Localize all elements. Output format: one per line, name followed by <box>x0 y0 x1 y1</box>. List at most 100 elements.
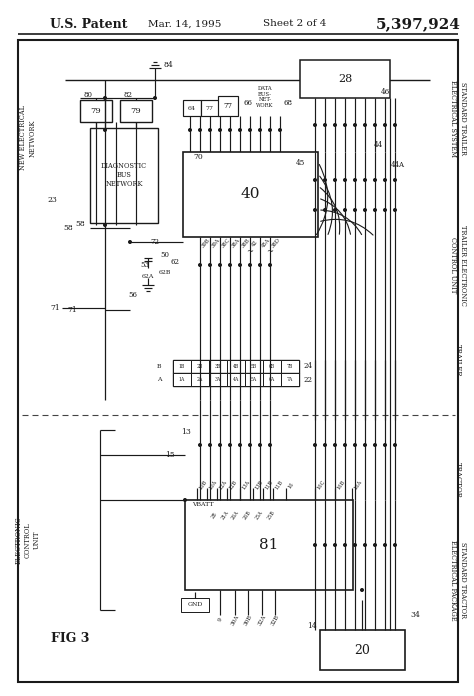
Text: 70: 70 <box>193 153 203 161</box>
Circle shape <box>334 179 336 181</box>
Text: 71: 71 <box>67 306 77 314</box>
Bar <box>120 100 152 122</box>
Text: 77: 77 <box>224 102 233 110</box>
Circle shape <box>324 444 326 446</box>
Circle shape <box>199 444 201 446</box>
Bar <box>281 373 299 386</box>
Text: VBATT: VBATT <box>192 503 213 507</box>
Circle shape <box>354 544 356 546</box>
Circle shape <box>228 264 231 267</box>
Circle shape <box>364 124 366 126</box>
Text: 15: 15 <box>165 451 175 459</box>
Text: 68: 68 <box>283 99 292 107</box>
Text: 50: 50 <box>161 251 170 259</box>
Bar <box>227 373 245 386</box>
Text: ELECTRONIC
CONTROL
UNIT: ELECTRONIC CONTROL UNIT <box>15 516 41 564</box>
Text: 25B: 25B <box>266 509 276 521</box>
Circle shape <box>314 444 316 446</box>
Circle shape <box>259 129 261 132</box>
Circle shape <box>344 444 346 446</box>
Text: 38C: 38C <box>221 237 232 248</box>
Text: 38A: 38A <box>231 237 242 248</box>
Circle shape <box>219 129 221 132</box>
Text: 38B: 38B <box>241 237 252 248</box>
Bar <box>263 360 281 373</box>
Bar <box>263 373 281 386</box>
Circle shape <box>239 129 241 132</box>
Circle shape <box>219 264 221 267</box>
Circle shape <box>189 129 191 132</box>
Text: 4A: 4A <box>233 377 239 382</box>
Text: 58: 58 <box>75 220 85 228</box>
Text: Mar. 14, 1995: Mar. 14, 1995 <box>148 19 222 29</box>
Circle shape <box>104 223 106 226</box>
Circle shape <box>259 444 261 446</box>
Text: DIAGNOSTIC
BUS
NETWORK: DIAGNOSTIC BUS NETWORK <box>101 161 147 188</box>
Text: 10A: 10A <box>208 480 218 491</box>
Text: 30B: 30B <box>243 614 253 626</box>
Text: 5A: 5A <box>251 377 257 382</box>
Circle shape <box>344 124 346 126</box>
Circle shape <box>259 264 261 267</box>
Text: 13B: 13B <box>254 480 264 491</box>
Text: 64: 64 <box>188 106 196 111</box>
Text: 6A: 6A <box>269 377 275 382</box>
Circle shape <box>374 444 376 446</box>
Circle shape <box>314 209 316 212</box>
Text: STANDARD TRAILER
ELECTRICAL SYSTEM: STANDARD TRAILER ELECTRICAL SYSTEM <box>449 79 466 157</box>
Circle shape <box>394 209 396 212</box>
Text: 7A: 7A <box>287 377 293 382</box>
Text: 42: 42 <box>251 239 259 247</box>
Circle shape <box>219 444 221 446</box>
Text: 79: 79 <box>131 107 141 115</box>
Circle shape <box>154 97 156 100</box>
Text: 5B: 5B <box>251 364 257 369</box>
Text: 39A: 39A <box>211 237 221 248</box>
Text: TRACTOR: TRACTOR <box>454 462 462 498</box>
Text: 3B: 3B <box>215 364 221 369</box>
Text: 32A: 32A <box>257 614 267 626</box>
Text: 5,397,924: 5,397,924 <box>375 17 460 31</box>
Text: U.S. Patent: U.S. Patent <box>50 17 128 31</box>
Text: DATA
BUS-
NET-
WORK: DATA BUS- NET- WORK <box>256 86 273 108</box>
Text: 13: 13 <box>181 428 191 436</box>
Circle shape <box>209 444 211 446</box>
Circle shape <box>383 209 386 212</box>
Text: 12B: 12B <box>228 480 238 491</box>
Text: Sheet 2 of 4: Sheet 2 of 4 <box>264 19 327 29</box>
Circle shape <box>269 264 271 267</box>
Bar <box>281 360 299 373</box>
Circle shape <box>129 241 131 244</box>
Text: 62A: 62A <box>142 274 154 280</box>
Text: 39B: 39B <box>201 237 212 248</box>
Text: 72: 72 <box>151 238 159 246</box>
Circle shape <box>361 589 363 592</box>
Text: 14: 14 <box>307 622 317 630</box>
Text: 26A: 26A <box>230 509 240 521</box>
Bar <box>227 360 245 373</box>
Circle shape <box>374 544 376 546</box>
Circle shape <box>209 129 211 132</box>
Bar <box>183 152 318 237</box>
Circle shape <box>394 124 396 126</box>
Text: 62B: 62B <box>159 269 171 274</box>
Circle shape <box>199 264 201 267</box>
Text: 45: 45 <box>295 159 305 167</box>
Text: B: B <box>157 364 161 369</box>
Circle shape <box>324 179 326 181</box>
Text: 2B: 2B <box>210 511 218 519</box>
Text: 6B: 6B <box>269 364 275 369</box>
Text: 53: 53 <box>141 261 149 269</box>
Text: 25A: 25A <box>254 509 264 521</box>
Circle shape <box>314 179 316 181</box>
Text: 12A: 12A <box>218 480 228 491</box>
Bar <box>173 373 299 386</box>
Circle shape <box>344 209 346 212</box>
Circle shape <box>239 264 241 267</box>
Circle shape <box>249 129 251 132</box>
Text: GND: GND <box>187 601 203 606</box>
Text: 26B: 26B <box>242 509 252 521</box>
Bar <box>300 60 390 98</box>
Circle shape <box>279 129 281 132</box>
Text: 20: 20 <box>354 644 370 656</box>
